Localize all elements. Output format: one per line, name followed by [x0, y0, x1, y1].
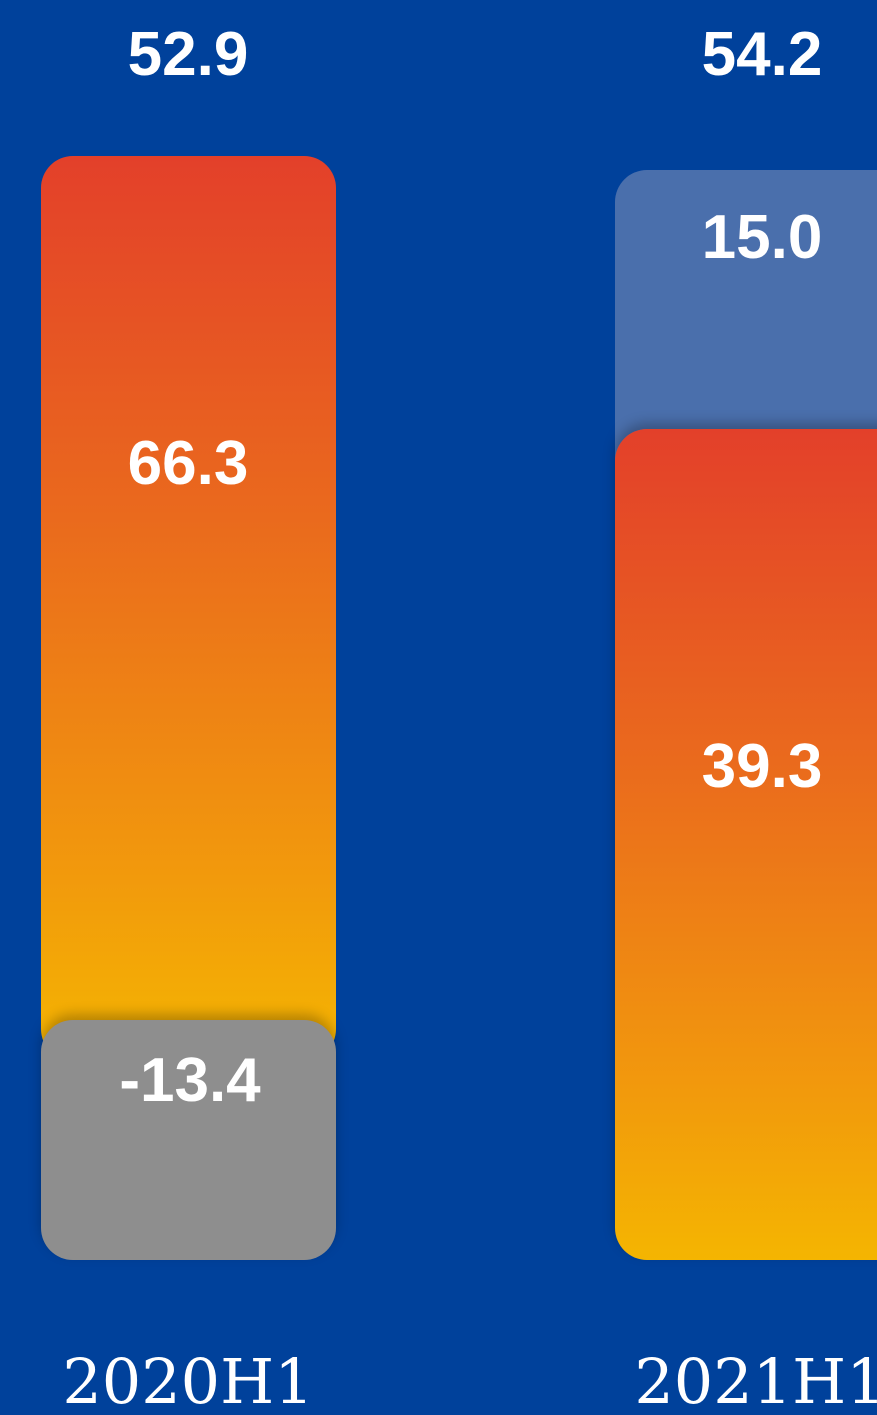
bar-2020h1-negative-segment — [41, 1020, 336, 1260]
total-label-2021h1: 54.2 — [701, 20, 823, 89]
segment-label-2021h1-positive: 15.0 — [701, 203, 823, 272]
category-label-2021h1: 2021H1 — [634, 1345, 877, 1415]
bar-2020h1-base-segment — [41, 156, 336, 1061]
category-label-2020h1: 2020H1 — [62, 1345, 314, 1415]
segment-label-2020h1-base: 66.3 — [127, 429, 249, 498]
segment-label-2021h1-base: 39.3 — [701, 732, 823, 801]
segment-label-2020h1-negative: -13.4 — [119, 1046, 261, 1115]
bar-2021h1-base-segment — [615, 429, 877, 1260]
total-label-2020h1: 52.9 — [127, 20, 249, 89]
